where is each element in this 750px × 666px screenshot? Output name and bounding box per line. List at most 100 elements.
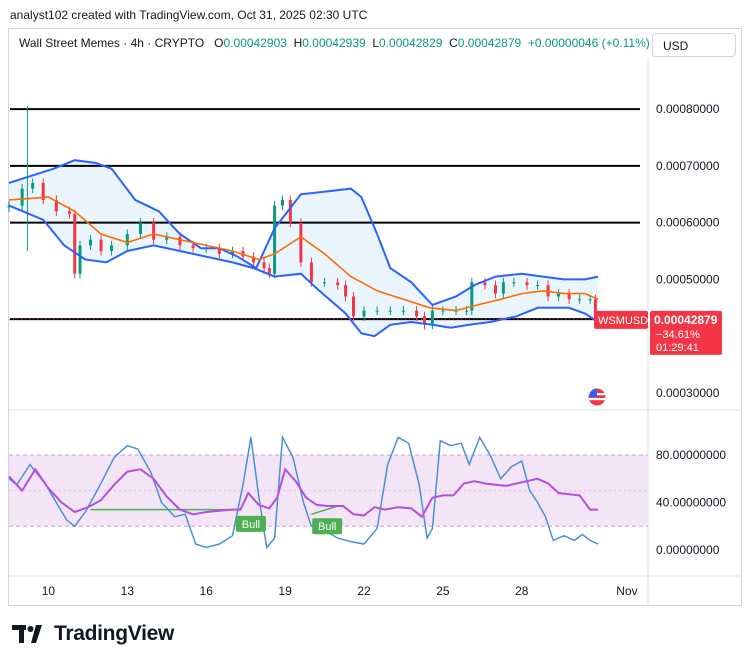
time-tick-label-5: 25 <box>436 584 450 598</box>
symbol-legend: Wall Street Memes · 4h · CRYPTO O0.00042… <box>19 36 650 50</box>
time-axis: 10 13 16 19 22 25 28 Nov <box>9 575 742 598</box>
candle-body-1 <box>20 188 24 206</box>
bull-label-1: Bull <box>318 521 336 533</box>
last-price-change: −34.61% <box>656 329 700 341</box>
osc-tick-label-0: 80.00000000 <box>656 448 726 462</box>
candle-body-43 <box>470 282 474 311</box>
candle-body-15 <box>178 236 182 246</box>
legend-open-value: 0.00042903 <box>223 36 287 50</box>
candle-body-35 <box>388 310 392 312</box>
legend-open-label: O <box>214 36 224 50</box>
bull-label-box-1 <box>312 518 343 535</box>
chart-frame <box>8 28 742 606</box>
chart-credit: analyst102 created with TradingView.com,… <box>10 8 368 22</box>
price-tick-label-2: 0.00060000 <box>656 216 720 230</box>
legend-high-value: 0.00042939 <box>302 36 366 50</box>
candle-body-9 <box>99 239 103 252</box>
price-tick-label-0: 0.00080000 <box>656 102 720 116</box>
candle-body-40 <box>441 310 445 312</box>
candle-body-24 <box>273 205 277 274</box>
candle-body-30 <box>336 282 340 286</box>
price-tick-label-1: 0.00070000 <box>656 159 720 173</box>
candle-body-4 <box>54 199 58 212</box>
candle-body-8 <box>89 239 93 246</box>
candle-body-19 <box>231 251 235 254</box>
candle-body-18 <box>217 248 221 254</box>
osc-tick-label-1: 40.00000000 <box>656 495 726 509</box>
bull-label-box-0 <box>235 515 266 532</box>
osc-tick-label-2: 0.00000000 <box>656 543 720 557</box>
candle-body-27 <box>299 222 303 263</box>
time-tick-label-1: 13 <box>121 584 135 598</box>
legend-low-value: 0.00042829 <box>379 36 443 50</box>
candle-body-22 <box>262 262 266 269</box>
candle-body-47 <box>512 282 516 284</box>
candle-body-34 <box>375 310 379 312</box>
candle-body-23 <box>267 268 271 274</box>
bollinger-band-fill <box>9 160 598 337</box>
candle-body-26 <box>288 199 292 223</box>
bollinger-lower-line <box>8 204 599 338</box>
candle-body-49 <box>536 285 540 287</box>
candle-body-32 <box>351 296 355 317</box>
time-tick-label-4: 22 <box>357 584 371 598</box>
candle-body-3 <box>41 182 45 200</box>
tradingview-logo-icon <box>12 625 42 643</box>
stoch-d-line <box>8 467 598 519</box>
candle-body-51 <box>557 293 561 297</box>
time-tick-label-6: 28 <box>515 584 529 598</box>
footer-branding: TradingView <box>12 622 174 646</box>
candle-body-55 <box>593 299 597 320</box>
bollinger-basis-line <box>8 196 599 312</box>
currency-button[interactable]: USD <box>652 33 736 57</box>
candle-body-31 <box>344 285 348 297</box>
price-tick-label-3: 0.00050000 <box>656 272 720 286</box>
divergence-line <box>90 505 338 516</box>
candle-body-46 <box>501 282 505 294</box>
legend-low-label: L <box>372 36 380 50</box>
us-flag-icon <box>588 388 606 406</box>
candle-body-48 <box>525 282 529 286</box>
legend-close-label: C <box>449 36 458 50</box>
oscillator-pane: Bull Bull 80.00000000 40.00000000 0.00000000 <box>8 434 726 557</box>
legend-change: +0.00000046 (+0.11%) <box>527 36 650 50</box>
symbol-tag-box <box>594 310 648 329</box>
candle-body-5 <box>67 211 71 215</box>
candle-body-45 <box>493 285 497 294</box>
candle-body-36 <box>401 310 405 312</box>
bollinger-upper-line <box>8 159 599 307</box>
candle-body-28 <box>309 262 313 283</box>
bull-label-0: Bull <box>242 519 260 531</box>
candle-body-14 <box>165 236 169 240</box>
candle-body-10 <box>110 245 114 252</box>
candle-body-38 <box>422 316 426 325</box>
candle-body-37 <box>415 310 419 317</box>
candle-body-2 <box>31 182 35 189</box>
candle-body-13 <box>152 222 156 240</box>
candle-body-25 <box>280 199 284 206</box>
time-tick-label-2: 16 <box>200 584 214 598</box>
last-price-value: 0.00042879 <box>654 313 718 327</box>
candle-body-21 <box>252 256 256 263</box>
candle-body-42 <box>465 310 469 312</box>
candle-body-12 <box>138 222 142 234</box>
price-tick-label-4: 0.00030000 <box>656 386 720 400</box>
candle-body-33 <box>362 310 366 317</box>
bar-countdown: 01:29:41 <box>656 342 699 354</box>
candle-body-16 <box>191 245 195 249</box>
brand-name: TradingView <box>54 622 175 645</box>
candle-body-6 <box>73 214 77 274</box>
candle-body-54 <box>588 299 592 301</box>
legend-symbol[interactable]: Wall Street Memes · 4h · CRYPTO <box>19 36 205 50</box>
time-tick-label-0: 10 <box>42 584 56 598</box>
candle-body-44 <box>483 282 487 286</box>
time-tick-label-7: Nov <box>616 584 637 598</box>
candle-body-29 <box>323 282 327 284</box>
candle-body-11 <box>125 234 129 246</box>
time-tick-label-3: 19 <box>278 584 292 598</box>
legend-high-label: H <box>293 36 303 50</box>
candle-body-7 <box>78 245 82 274</box>
legend-close-value: 0.00042879 <box>457 36 522 50</box>
candle-body-39 <box>430 310 434 325</box>
